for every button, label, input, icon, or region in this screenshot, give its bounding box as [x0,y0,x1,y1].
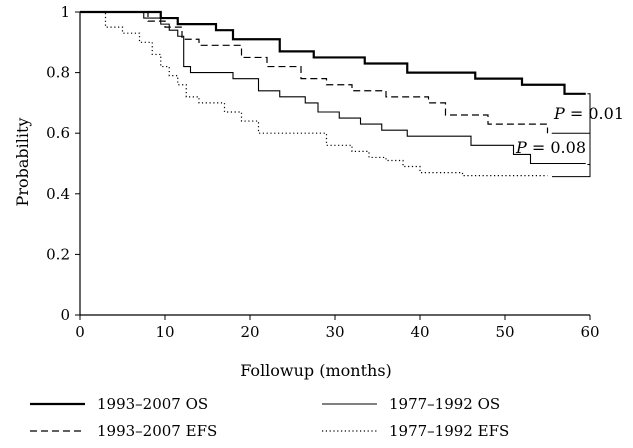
x-axis-label: Followup (months) [240,361,392,380]
series-layer [80,10,586,177]
x-tick-label: 30 [325,323,344,341]
tick-group: 0 10 20 30 40 50 60 0 0.2 0.4 0.6 0.8 1 [46,3,599,341]
p-symbol: P [553,104,565,123]
y-tick-label: 1 [60,3,70,21]
series-dotted-line [80,11,548,177]
y-tick-label: 0.8 [46,64,70,82]
series-dashed-line [80,11,549,134]
series-thin-solid-line [80,11,586,165]
x-tick-label: 0 [75,323,85,341]
legend-label: 1977–1992 EFS [389,422,509,440]
x-tick-label: 60 [580,323,599,341]
p-symbol: P [515,138,527,157]
efs-bracket [551,132,591,178]
x-tick-label: 40 [410,323,429,341]
series-thick-solid-line [80,10,586,95]
os-bracket [587,93,591,165]
legend: 1993–2007 OS 1977–1992 OS 1993–2007 EFS 197… [30,395,509,440]
legend-label: 1993–2007 EFS [97,422,217,440]
y-tick-label: 0.4 [46,185,70,203]
x-tick-label: 50 [495,323,514,341]
y-tick-label: 0 [60,306,70,324]
legend-label: 1977–1992 OS [389,395,500,413]
p-value: = 0.08 [527,138,586,157]
x-tick-label: 20 [240,323,259,341]
y-tick-label: 0.2 [46,245,70,263]
p-value-label: P = 0.01 [553,104,624,123]
p-value-brackets: P = 0.01P = 0.08 [515,93,624,178]
y-tick-label: 0.6 [46,124,70,142]
p-value: = 0.01 [565,104,624,123]
x-tick-label: 10 [155,323,174,341]
y-axis-label: Probability [13,118,32,207]
p-value-label: P = 0.08 [515,138,586,157]
legend-label: 1993–2007 OS [97,395,208,413]
